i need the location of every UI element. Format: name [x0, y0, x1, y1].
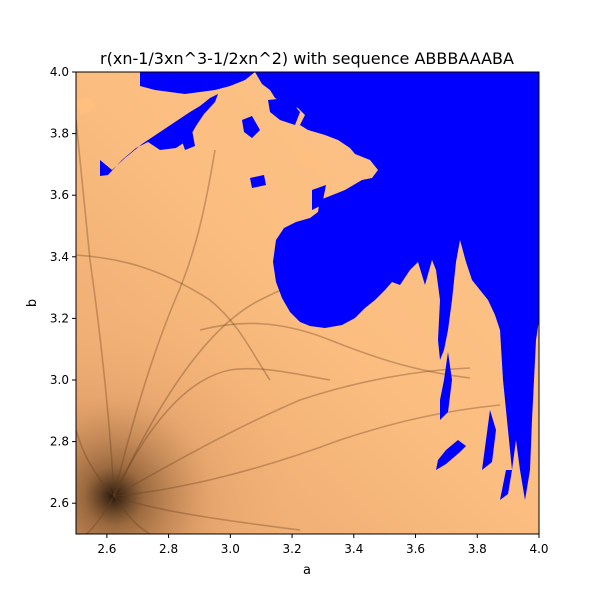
chaotic-region-streak-5: [500, 470, 512, 500]
chaotic-region-fragment-a: [268, 98, 300, 125]
x-axis-label: a: [303, 563, 311, 578]
heatmap-image: [76, 72, 539, 534]
chaotic-region-tongue-left: [100, 94, 218, 176]
chart-title: r(xn-1/3xn^3-1/2xn^2) with sequence ABBB…: [100, 49, 514, 68]
chaotic-region-streak-1: [440, 352, 452, 420]
y-tick-label: 3.2: [50, 311, 69, 325]
x-tick-label: 4.0: [529, 542, 548, 556]
y-axis: 2.6 2.8 3.0 3.2 3.4 3.6 3.8 4.0: [50, 65, 76, 510]
stable-islands: [76, 98, 318, 170]
x-tick-label: 3.2: [283, 542, 302, 556]
filament-curves: [76, 119, 501, 534]
chaotic-region-fragment-c: [180, 130, 195, 150]
x-tick-label: 2.8: [159, 542, 178, 556]
y-tick-label: 2.6: [50, 496, 69, 510]
chaotic-region-streak-4: [515, 340, 526, 400]
x-tick-label: 3.0: [221, 542, 240, 556]
chaotic-region-fragment-b: [242, 116, 260, 138]
x-tick-label: 2.6: [97, 542, 116, 556]
plot-frame: [75, 71, 540, 535]
chaotic-region: [100, 72, 539, 500]
y-axis-label: b: [25, 299, 40, 307]
y-tick-label: 3.8: [50, 127, 69, 141]
x-tick-label: 3.8: [468, 542, 487, 556]
y-tick-label: 2.8: [50, 435, 69, 449]
x-axis: 2.6 2.8 3.0 3.2 3.4 3.6 3.8 4.0: [97, 534, 549, 556]
chaotic-region-fragment-e: [312, 185, 326, 210]
chaotic-region-streak-3: [436, 440, 466, 470]
chaotic-region-streak-2: [482, 410, 496, 470]
chaotic-region-strip-top: [140, 72, 255, 94]
y-tick-label: 3.4: [50, 250, 69, 264]
x-tick-label: 3.6: [406, 542, 425, 556]
y-tick-label: 4.0: [50, 65, 69, 79]
chaotic-region-fragment-d: [250, 175, 266, 188]
chaotic-region-main: [255, 72, 539, 500]
x-tick-label: 3.4: [344, 542, 363, 556]
y-tick-label: 3.6: [50, 188, 69, 202]
y-tick-label: 3.0: [50, 373, 69, 387]
